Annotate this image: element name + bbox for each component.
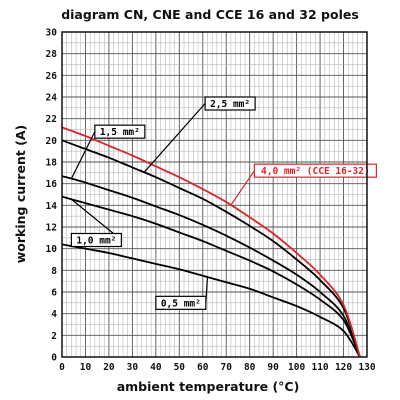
x-tick-label: 70 xyxy=(221,362,233,373)
leader-line xyxy=(143,103,206,173)
y-tick-label: 26 xyxy=(46,71,58,82)
series-line-2-5-mm xyxy=(61,139,361,358)
ticks: 0 10 20 30 40 50 60 70 80 90 100 110 120 130024681012… xyxy=(46,28,376,374)
series-labels: 2,5 mm² 1,5 mm² 4,0 mm² (CCE 16-32) 1,0 mm²… xyxy=(70,96,377,310)
x-tick-label: 0 xyxy=(59,362,65,373)
series-line-4-0-mm-cce-16-32 xyxy=(61,126,361,358)
y-tick-label: 10 xyxy=(46,244,58,255)
y-tick-label: 18 xyxy=(46,158,58,169)
y-tick-label: 20 xyxy=(46,136,58,147)
series-label: 1,0 mm² xyxy=(76,236,116,247)
chart-title: diagram CN, CNE and CCE 16 and 32 poles xyxy=(61,7,359,22)
series-label-box xyxy=(155,295,207,310)
x-tick-label: 20 xyxy=(103,362,115,373)
y-tick-label: 12 xyxy=(46,223,57,234)
x-tick-label: 40 xyxy=(150,362,162,373)
x-axis-label: ambient temperature (°C) xyxy=(117,379,300,394)
y-tick-label: 28 xyxy=(46,49,58,60)
x-tick-label: 10 xyxy=(80,362,92,373)
y-tick-label: 24 xyxy=(46,93,58,104)
y-tick-label: 6 xyxy=(51,288,57,299)
y-axis-label: working current (A) xyxy=(13,125,28,264)
x-tick-label: 80 xyxy=(244,362,256,373)
x-tick-label: 90 xyxy=(267,362,279,373)
curves xyxy=(61,126,361,358)
x-tick-label: 30 xyxy=(127,362,139,373)
series-label-box xyxy=(70,232,122,248)
leader-line xyxy=(230,170,255,206)
x-tick-label: 110 xyxy=(311,362,328,373)
x-tick-label: 60 xyxy=(197,362,209,373)
series-label-box xyxy=(253,163,377,178)
y-tick-label: 2 xyxy=(51,331,57,342)
y-tick-label: 22 xyxy=(46,114,57,125)
series-label-box xyxy=(204,96,256,111)
series-label-box xyxy=(94,124,146,139)
x-tick-label: 100 xyxy=(288,362,305,373)
x-tick-label: 130 xyxy=(358,362,375,373)
y-tick-label: 30 xyxy=(46,28,58,39)
leader-line xyxy=(70,131,96,179)
series-label: 4,0 mm² (CCE 16-32) xyxy=(261,166,370,177)
y-tick-label: 14 xyxy=(46,201,58,212)
series-line-1-5-mm xyxy=(61,175,361,358)
y-tick-label: 0 xyxy=(51,353,57,364)
y-tick-label: 4 xyxy=(51,309,57,320)
plot-frame xyxy=(61,31,368,358)
x-tick-label: 50 xyxy=(174,362,186,373)
series-line-1-0-mm xyxy=(61,195,361,358)
series-label: 1,5 mm² xyxy=(100,127,140,138)
y-tick-label: 16 xyxy=(46,179,58,190)
series-label: 2,5 mm² xyxy=(210,99,250,110)
x-tick-label: 120 xyxy=(335,362,352,373)
y-tick-label: 8 xyxy=(51,266,57,277)
series-label: 0,5 mm² xyxy=(161,298,201,309)
series-line-0-5-mm xyxy=(61,243,361,358)
